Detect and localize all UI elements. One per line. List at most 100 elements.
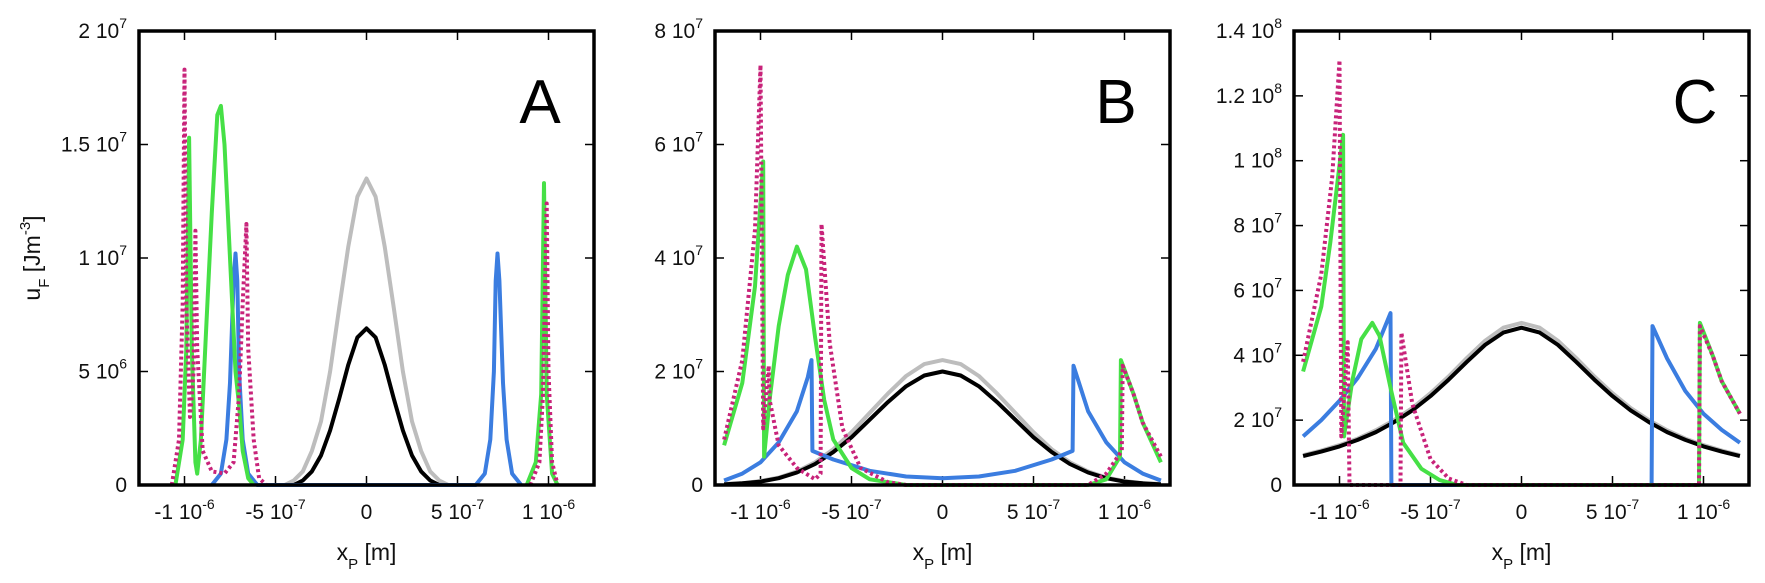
- series-line-black: [257, 326, 476, 487]
- x-tick-label: -5 10-7: [245, 496, 306, 524]
- series-line-green-right: [524, 181, 560, 486]
- x-tick-label: 1 10-6: [1677, 496, 1731, 524]
- y-tick-mantissa: 0: [115, 474, 127, 497]
- series-line-green: [173, 103, 256, 487]
- x-tick-label: -1 10-6: [730, 496, 791, 524]
- y-tick-mantissa: 5 10: [78, 361, 119, 384]
- series-line-green: [1301, 132, 1742, 487]
- y-tick-label: 4 107: [654, 242, 703, 270]
- y-tick-exponent: 8: [1274, 15, 1282, 31]
- x-tick-mantissa: -5 10: [821, 501, 869, 524]
- x-tick-mantissa: 0: [361, 501, 373, 524]
- x-tick-label: 5 10-7: [431, 496, 485, 524]
- y-tick-exponent: 8: [1274, 80, 1282, 96]
- y-tick-exponent: 7: [119, 129, 127, 145]
- panel-letter: C: [1673, 68, 1718, 137]
- y-label-superscript: -3: [17, 222, 34, 235]
- series-line-magenta-right: [528, 201, 560, 486]
- y-tick-exponent: 7: [119, 242, 127, 258]
- x-tick-label: 1 10-6: [522, 496, 576, 524]
- y-tick-label: 6 107: [654, 129, 703, 157]
- x-tick-exponent: -7: [869, 496, 882, 512]
- series-line-black: [723, 369, 1162, 487]
- x-tick-label: -5 10-7: [821, 496, 882, 524]
- x-label-subscript: P: [924, 556, 934, 573]
- x-label-unit: [m]: [1513, 539, 1551, 565]
- y-tick-label: 1.5 107: [61, 129, 127, 157]
- y-tick-mantissa: 0: [691, 474, 703, 497]
- y-tick-exponent: 8: [1274, 145, 1282, 161]
- series-line-black: [1302, 325, 1741, 459]
- y-tick-mantissa: 8 10: [654, 20, 695, 43]
- y-tick-exponent: 7: [695, 242, 703, 258]
- y-tick-exponent: 7: [1274, 274, 1282, 290]
- y-tick-mantissa: 2 10: [654, 361, 695, 384]
- x-tick-exponent: -6: [1357, 496, 1370, 512]
- y-tick-mantissa: 0: [1270, 474, 1282, 497]
- x-axis-label: xP [m]: [337, 539, 397, 573]
- series-line-blue: [1301, 311, 1742, 487]
- x-tick-mantissa: 5 10: [1007, 501, 1048, 524]
- x-tick-exponent: -6: [1718, 496, 1731, 512]
- x-tick-mantissa: -1 10: [154, 501, 202, 524]
- series-line-magenta: [169, 67, 268, 487]
- y-tick-exponent: 7: [695, 129, 703, 145]
- y-tick-label: 8 107: [654, 15, 703, 43]
- x-tick-mantissa: 0: [937, 501, 949, 524]
- y-tick-mantissa: 6 10: [654, 134, 695, 157]
- plot-frame: [1292, 29, 1751, 487]
- x-axis-label: xP [m]: [1492, 539, 1552, 573]
- x-tick-exponent: -7: [293, 496, 306, 512]
- y-tick-mantissa: 1 10: [78, 247, 119, 270]
- y-tick-label: 2 107: [78, 15, 127, 43]
- x-tick-label: -1 10-6: [1309, 496, 1370, 524]
- x-tick-mantissa: 5 10: [431, 501, 472, 524]
- x-tick-exponent: -6: [1139, 496, 1152, 512]
- x-tick-label: -1 10-6: [154, 496, 215, 524]
- y-tick-label: 4 107: [1233, 339, 1282, 367]
- y-tick-label: 5 106: [78, 356, 127, 384]
- plot-frame: [137, 29, 596, 487]
- panel-letter: A: [519, 68, 561, 137]
- x-tick-mantissa: -1 10: [1309, 501, 1357, 524]
- x-tick-exponent: -7: [1448, 496, 1461, 512]
- y-tick-mantissa: 2 10: [1233, 409, 1274, 432]
- x-label-subscript: P: [1503, 556, 1513, 573]
- x-tick-mantissa: -5 10: [1400, 501, 1448, 524]
- x-tick-exponent: -6: [563, 496, 576, 512]
- y-tick-mantissa: 1.4 10: [1216, 20, 1274, 43]
- x-tick-mantissa: -1 10: [730, 501, 778, 524]
- y-label-subscript: F: [36, 279, 53, 288]
- x-tick-label: -5 10-7: [1400, 496, 1461, 524]
- x-label-base: x: [337, 539, 349, 565]
- panel-letter: B: [1095, 68, 1136, 137]
- x-tick-label: 5 10-7: [1586, 496, 1640, 524]
- x-tick-mantissa: 0: [1516, 501, 1528, 524]
- y-tick-mantissa: 6 10: [1233, 279, 1274, 302]
- x-label-subscript: P: [348, 556, 358, 573]
- y-tick-exponent: 7: [1274, 210, 1282, 226]
- x-tick-exponent: -7: [472, 496, 485, 512]
- x-tick-exponent: -7: [1627, 496, 1640, 512]
- y-tick-exponent: 7: [695, 356, 703, 372]
- y-tick-mantissa: 1.2 10: [1216, 85, 1274, 108]
- x-tick-label: 0: [1516, 501, 1528, 524]
- y-tick-label: 2 107: [654, 356, 703, 384]
- y-tick-mantissa: 1.5 10: [61, 134, 119, 157]
- y-label-base: u: [19, 288, 45, 301]
- x-tick-label: 0: [361, 501, 373, 524]
- x-tick-mantissa: 1 10: [1677, 501, 1718, 524]
- x-tick-exponent: -6: [202, 496, 215, 512]
- y-tick-exponent: 7: [119, 15, 127, 31]
- y-tick-label: 6 107: [1233, 274, 1282, 302]
- series-line-green: [722, 159, 1163, 487]
- y-tick-mantissa: 4 10: [654, 247, 695, 270]
- x-tick-mantissa: 1 10: [1098, 501, 1139, 524]
- y-tick-exponent: 7: [1274, 339, 1282, 355]
- x-label-base: x: [1492, 539, 1504, 565]
- x-tick-mantissa: 1 10: [522, 501, 563, 524]
- series-line-gray: [283, 176, 450, 487]
